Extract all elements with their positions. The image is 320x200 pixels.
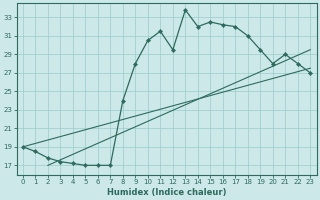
X-axis label: Humidex (Indice chaleur): Humidex (Indice chaleur)	[107, 188, 226, 197]
